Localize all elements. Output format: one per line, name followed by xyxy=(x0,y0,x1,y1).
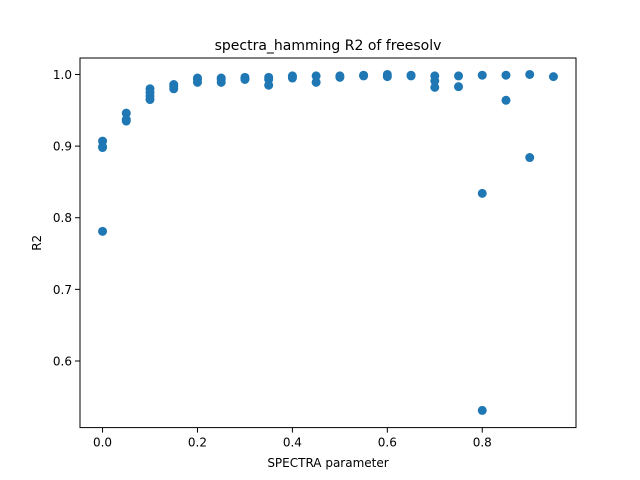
data-point xyxy=(454,71,464,81)
data-point xyxy=(430,76,440,86)
data-point xyxy=(525,69,535,79)
data-point xyxy=(406,71,416,81)
y-tick-label: 0.8 xyxy=(53,211,72,225)
y-axis-label: R2 xyxy=(30,235,44,251)
y-axis-ticks: 0.6 0.7 0.8 0.9 1.0 xyxy=(53,68,80,368)
data-point xyxy=(169,84,179,94)
data-point xyxy=(501,95,511,105)
chart-title: spectra_hamming R2 of freesolv xyxy=(215,38,442,54)
y-tick-label: 0.9 xyxy=(53,140,72,154)
data-point xyxy=(359,71,369,81)
x-tick-label: 0.2 xyxy=(188,436,207,450)
data-point xyxy=(216,77,226,87)
y-tick-label: 0.6 xyxy=(53,354,72,368)
data-point xyxy=(335,72,345,82)
x-tick-label: 0.8 xyxy=(473,436,492,450)
data-point xyxy=(98,143,108,153)
data-point xyxy=(548,72,558,82)
y-tick-label: 0.7 xyxy=(53,283,72,297)
data-point xyxy=(311,71,321,81)
data-point xyxy=(287,73,297,83)
data-point xyxy=(121,116,131,126)
x-axis-label: SPECTRA parameter xyxy=(267,456,388,470)
data-point xyxy=(240,74,250,84)
data-point xyxy=(454,82,464,92)
data-point xyxy=(145,95,155,105)
data-point xyxy=(192,77,202,87)
plot-frame xyxy=(79,57,577,429)
data-point xyxy=(98,226,108,236)
x-axis-ticks: 0.0 0.2 0.4 0.6 0.8 xyxy=(93,427,492,450)
data-point xyxy=(477,70,487,80)
y-tick-label: 1.0 xyxy=(53,68,72,82)
data-point xyxy=(477,405,487,415)
data-points xyxy=(98,69,558,415)
data-point xyxy=(525,153,535,163)
data-point xyxy=(430,82,440,92)
x-tick-label: 0.6 xyxy=(378,436,397,450)
x-tick-label: 0.4 xyxy=(283,436,302,450)
data-point xyxy=(121,108,131,118)
data-point xyxy=(311,77,321,87)
x-tick-label: 0.0 xyxy=(93,436,112,450)
data-point xyxy=(477,188,487,198)
data-point xyxy=(501,70,511,80)
data-point xyxy=(382,72,392,82)
data-point xyxy=(264,80,274,90)
